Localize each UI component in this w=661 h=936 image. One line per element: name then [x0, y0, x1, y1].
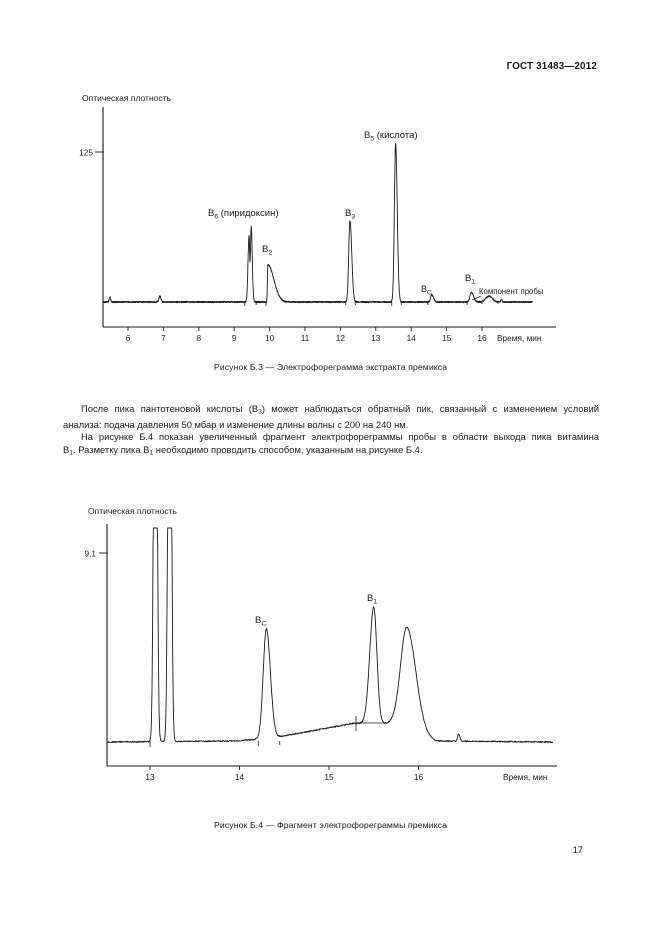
- x-tick-label: 7: [161, 333, 166, 343]
- x-tick-label: 6: [126, 333, 131, 343]
- paragraph-line: анализа: подача давления 50 мбар и измен…: [63, 419, 599, 431]
- text-segment: После пика пантотеновой кислоты (В: [81, 403, 259, 414]
- figure-b3-electropherogram: 6 7 8 9 10 11 12 13 14 15 16 125 Время, мин Оптическа…: [79, 93, 556, 343]
- body-paragraphs: После пика пантотеновой кислоты (В3) мож…: [63, 403, 599, 460]
- x-tick-label: 16: [414, 772, 424, 782]
- x-tick-label: 15: [324, 772, 334, 782]
- x-axis-title: Время, мин: [503, 772, 548, 782]
- x-tick-label: 14: [407, 333, 417, 343]
- figure-b4-caption: Рисунок Б.4 — Фрагмент электрофореграммы…: [214, 820, 447, 830]
- peak-label: B1: [465, 273, 475, 285]
- figure-b4-fragment: 13 14 15 16 9,1 Время, мин Оптическая плотност…: [84, 506, 557, 782]
- paragraph-line: В1. Разметку пика В1 необходимо проводит…: [63, 444, 599, 460]
- x-tick-label: 10: [265, 333, 275, 343]
- text-segment: анализа: подача давления 50 мбар и измен…: [63, 418, 409, 430]
- y-tick-label: 9,1: [84, 548, 96, 558]
- figure-b3-caption: Рисунок Б.3 — Электрофореграмма экстракт…: [213, 362, 448, 372]
- x-tick-label: 15: [442, 333, 452, 343]
- peak-label: Компонент пробы: [479, 287, 544, 296]
- y-axis-title: Оптическая плотность: [88, 506, 178, 516]
- peak-label: B2: [262, 244, 272, 256]
- x-tick-label: 8: [196, 333, 201, 343]
- peak-label: B1: [367, 593, 377, 605]
- text-segment: В: [63, 443, 70, 455]
- x-tick-label: 16: [477, 333, 487, 343]
- peak-baseline-mark: [471, 295, 482, 301]
- x-tick-label: 11: [301, 333, 310, 343]
- trace: [102, 143, 533, 304]
- trace: [107, 527, 554, 744]
- subscript-text: 3: [258, 408, 262, 416]
- document-header: ГОСТ 31483—2012: [506, 61, 597, 72]
- peak-label: B5 (кислота): [364, 130, 418, 142]
- peak-label: BC: [255, 615, 266, 627]
- x-tick-label: 13: [371, 333, 381, 343]
- text-segment: . Разметку пика В: [73, 443, 150, 455]
- x-tick-label: 14: [235, 772, 245, 782]
- text-segment: необходимо проводить способом, указанным…: [153, 443, 423, 455]
- peak-label: BC: [421, 284, 432, 296]
- y-tick-label: 125: [79, 148, 93, 158]
- x-tick-label: 13: [145, 772, 155, 782]
- peak-label: B3: [345, 208, 355, 220]
- y-axis-title: Оптическая плотность: [82, 93, 172, 103]
- x-axis-title: Время, мин: [497, 333, 542, 343]
- paragraph-line: После пика пантотеновой кислоты (В3) мож…: [63, 403, 599, 419]
- subscript-text: 1: [69, 449, 74, 457]
- x-tick-label: 12: [336, 333, 346, 343]
- peak-label: B6 (пиридоксин): [208, 208, 279, 220]
- paragraph-line: На рисунке Б.4 показан увеличенный фрагм…: [63, 431, 599, 443]
- text-segment: На рисунке Б.4 показан увеличенный фрагм…: [81, 431, 599, 443]
- page-number: 17: [572, 844, 583, 855]
- subscript-text: 1: [149, 449, 154, 457]
- text-segment: ) может наблюдаться обратный пик, связан…: [261, 403, 599, 414]
- x-tick-label: 9: [232, 333, 237, 343]
